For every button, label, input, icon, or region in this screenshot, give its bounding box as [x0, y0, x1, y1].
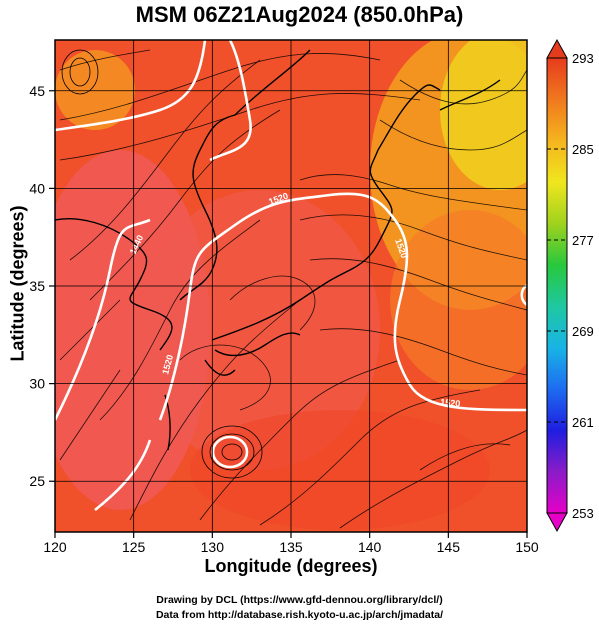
x-tick-label: 145	[437, 539, 461, 555]
chart-svg: 1440 1520 1520 1520 1520 120 125 130 135 140…	[29, 38, 594, 555]
y-tick-label: 35	[29, 278, 45, 294]
field-patch-nw	[55, 50, 135, 130]
vortex-nw	[61, 49, 99, 95]
x-tick-label: 135	[279, 539, 303, 555]
colorbar-top-arrow	[546, 38, 568, 59]
chart-title: MSM 06Z21Aug2024 (850.0hPa)	[135, 2, 464, 27]
colorbar-gradient	[546, 57, 568, 514]
colorbar-tick-label: 269	[572, 324, 594, 339]
credit-drawing: Drawing by DCL (https://www.gfd-dennou.o…	[156, 594, 443, 606]
streamlines	[59, 49, 527, 529]
vortex-south	[201, 425, 263, 479]
y-tick-label: 45	[29, 83, 45, 99]
field-patch-east	[390, 210, 527, 390]
contour-label: 1520	[440, 397, 461, 409]
colorbar-bottom-arrow	[546, 512, 568, 533]
field-patch-south	[190, 410, 490, 530]
y-tick-label: 30	[29, 376, 45, 392]
y-axis: 25 30 35 40 45	[29, 83, 55, 489]
x-tick-label: 125	[122, 539, 146, 555]
colorbar-tick-label: 253	[572, 506, 594, 521]
colorbar: 253 261 269 277 285 293	[546, 38, 594, 533]
x-tick-label: 130	[201, 539, 225, 555]
coastlines	[55, 49, 501, 451]
x-tick-label: 120	[43, 539, 67, 555]
gridlines	[55, 40, 527, 532]
y-tick-label: 40	[29, 180, 45, 196]
x-tick-label: 140	[358, 539, 382, 555]
colorbar-ticks: 253 261 269 277 285 293	[547, 51, 594, 521]
y-tick-label: 25	[29, 473, 45, 489]
colorbar-tick-label: 277	[572, 233, 594, 248]
colorbar-tick-label: 261	[572, 415, 594, 430]
x-tick-label: 150	[515, 539, 539, 555]
colorbar-tick-label: 293	[572, 51, 594, 66]
colorbar-tick-label: 285	[572, 142, 594, 157]
contours	[55, 40, 527, 512]
y-axis-label: Latitude (degrees)	[7, 205, 28, 362]
x-axis-label: Longitude (degrees)	[204, 556, 378, 576]
field-patch-coolest-ne	[440, 40, 527, 190]
plot-area: 1440 1520 1520 1520 1520	[55, 40, 527, 532]
x-axis: 120 125 130 135 140 145 150	[43, 532, 539, 555]
credit-data: Data from http://database.rish.kyoto-u.a…	[155, 609, 444, 621]
